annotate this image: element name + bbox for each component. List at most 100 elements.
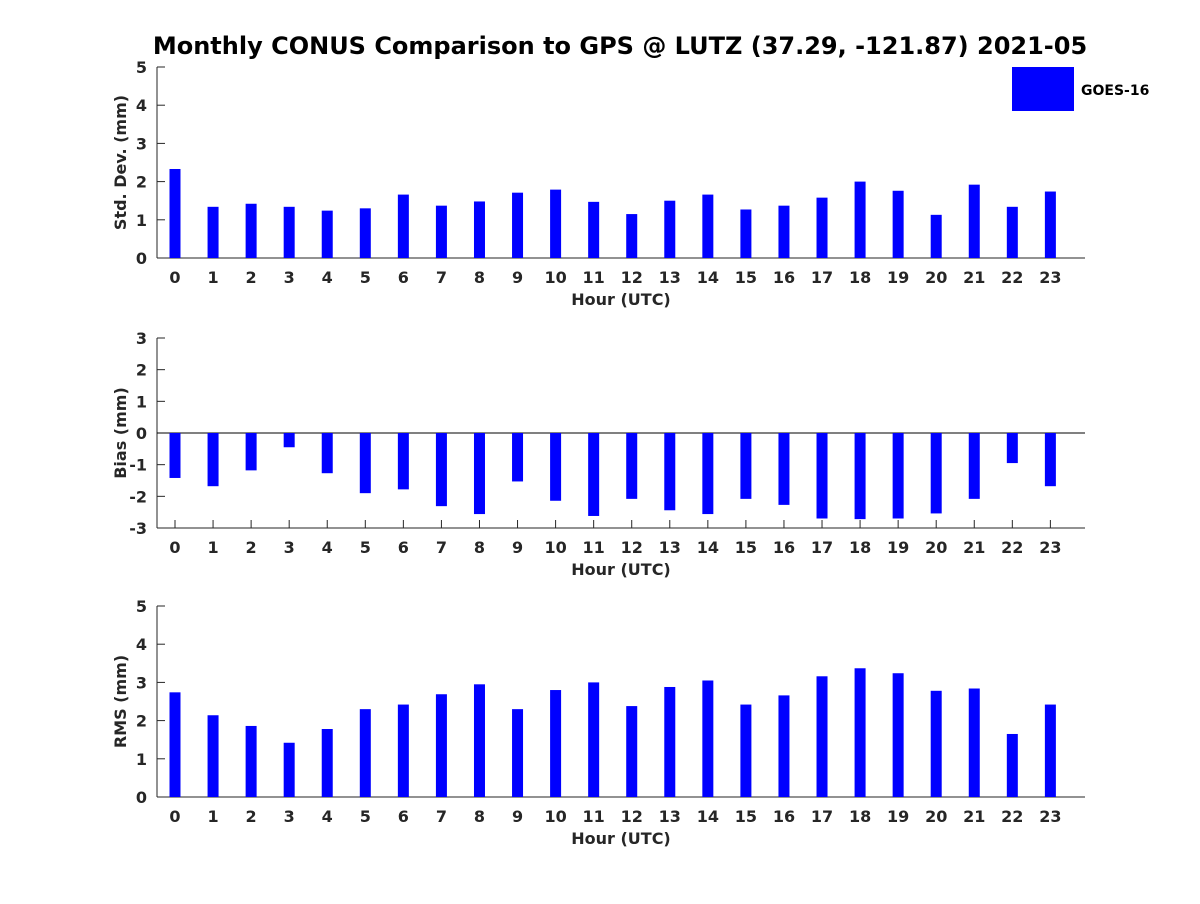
x-tick-label: 21: [963, 538, 985, 557]
x-tick-label: 20: [925, 538, 947, 557]
x-tick-label: 20: [925, 807, 947, 826]
x-tick-label: 12: [621, 807, 643, 826]
x-tick-label: 1: [207, 268, 218, 287]
x-axis-label: Hour (UTC): [571, 290, 671, 309]
x-tick-label: 7: [436, 807, 447, 826]
x-tick-label: 23: [1039, 538, 1061, 557]
x-tick-label: 4: [322, 268, 333, 287]
x-tick-label: 17: [811, 807, 833, 826]
x-tick-label: 14: [697, 538, 719, 557]
bar: [702, 680, 714, 797]
bar: [207, 433, 219, 487]
x-tick-label: 21: [963, 268, 985, 287]
bar: [664, 200, 676, 258]
x-tick-label: 6: [398, 807, 409, 826]
x-tick-label: 11: [583, 538, 605, 557]
bar: [512, 192, 524, 258]
legend-label: GOES-16: [1081, 83, 1149, 99]
x-tick-label: 14: [697, 807, 719, 826]
x-tick-label: 5: [360, 538, 371, 557]
bar: [207, 715, 219, 797]
bar: [1044, 704, 1056, 797]
y-tick-label: 0: [136, 424, 147, 443]
x-axis-label: Hour (UTC): [571, 560, 671, 579]
bar: [778, 695, 790, 797]
bar: [245, 725, 257, 797]
bar: [473, 201, 485, 258]
bar: [854, 433, 866, 520]
y-tick-label: 3: [136, 673, 147, 692]
bar: [702, 433, 714, 515]
y-axis-label: RMS (mm): [111, 655, 130, 748]
bar: [473, 433, 485, 515]
x-tick-label: 19: [887, 538, 909, 557]
bar: [588, 201, 600, 258]
legend-swatch: [1012, 67, 1074, 111]
x-tick-label: 0: [169, 268, 180, 287]
bar: [359, 208, 371, 258]
bar: [550, 433, 562, 501]
bar: [512, 709, 524, 797]
x-tick-label: 13: [659, 268, 681, 287]
bar: [816, 433, 828, 519]
x-tick-label: 19: [887, 268, 909, 287]
bar: [740, 209, 752, 258]
bar: [397, 704, 409, 797]
x-tick-label: 10: [544, 538, 566, 557]
bar: [892, 673, 904, 797]
x-tick-label: 15: [735, 268, 757, 287]
y-tick-label: 5: [136, 597, 147, 616]
x-tick-label: 23: [1039, 807, 1061, 826]
x-tick-label: 12: [621, 538, 643, 557]
bar: [740, 433, 752, 499]
x-tick-label: 6: [398, 538, 409, 557]
x-tick-label: 16: [773, 807, 795, 826]
bar: [816, 197, 828, 258]
x-axis-label: Hour (UTC): [571, 829, 671, 848]
bar: [321, 210, 333, 258]
x-tick-label: 13: [659, 807, 681, 826]
x-tick-label: 22: [1001, 268, 1023, 287]
x-tick-label: 15: [735, 538, 757, 557]
x-tick-label: 18: [849, 807, 871, 826]
x-tick-label: 7: [436, 268, 447, 287]
bar: [359, 709, 371, 797]
bar: [1044, 191, 1056, 258]
y-tick-label: 2: [136, 712, 147, 731]
x-tick-label: 9: [512, 538, 523, 557]
y-tick-label: 1: [136, 211, 147, 230]
bar: [892, 190, 904, 258]
y-tick-label: 3: [136, 329, 147, 348]
x-tick-label: 22: [1001, 807, 1023, 826]
bar: [550, 189, 562, 258]
x-tick-label: 0: [169, 538, 180, 557]
x-tick-label: 4: [322, 807, 333, 826]
bar: [283, 433, 295, 448]
bar: [169, 433, 181, 478]
x-tick-label: 11: [583, 268, 605, 287]
bar: [245, 433, 257, 471]
bar: [359, 433, 371, 494]
x-tick-label: 20: [925, 268, 947, 287]
bar: [512, 433, 524, 482]
y-tick-label: -3: [129, 519, 147, 538]
bar: [968, 433, 980, 499]
bar: [930, 433, 942, 514]
x-tick-label: 7: [436, 538, 447, 557]
bar: [435, 433, 447, 507]
x-tick-label: 9: [512, 268, 523, 287]
bar: [816, 676, 828, 797]
bar: [397, 433, 409, 490]
bar: [854, 181, 866, 258]
y-tick-label: 2: [136, 173, 147, 192]
x-tick-label: 0: [169, 807, 180, 826]
x-tick-label: 10: [544, 807, 566, 826]
bar: [473, 684, 485, 797]
x-tick-label: 17: [811, 538, 833, 557]
x-tick-label: 3: [284, 268, 295, 287]
x-tick-label: 4: [322, 538, 333, 557]
bar: [968, 184, 980, 258]
x-tick-label: 5: [360, 268, 371, 287]
